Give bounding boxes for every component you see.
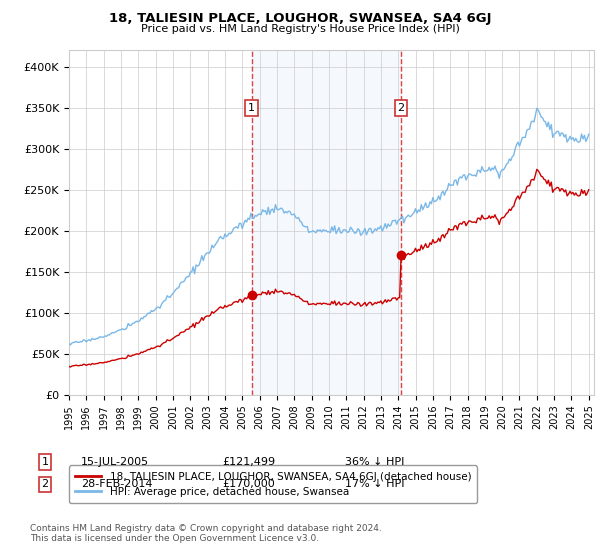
Text: £121,499: £121,499 (222, 457, 275, 467)
Text: Price paid vs. HM Land Registry's House Price Index (HPI): Price paid vs. HM Land Registry's House … (140, 24, 460, 34)
Text: 17% ↓ HPI: 17% ↓ HPI (345, 479, 404, 489)
Text: 36% ↓ HPI: 36% ↓ HPI (345, 457, 404, 467)
Text: £170,000: £170,000 (222, 479, 275, 489)
Text: 28-FEB-2014: 28-FEB-2014 (81, 479, 152, 489)
Bar (251, 50, 401, 395)
Text: Contains HM Land Registry data © Crown copyright and database right 2024.
This d: Contains HM Land Registry data © Crown c… (30, 524, 382, 543)
Text: 1: 1 (41, 457, 49, 467)
Text: 15-JUL-2005: 15-JUL-2005 (81, 457, 149, 467)
Text: 2: 2 (397, 103, 404, 113)
Legend: 18, TALIESIN PLACE, LOUGHOR, SWANSEA, SA4 6GJ (detached house), HPI: Average pri: 18, TALIESIN PLACE, LOUGHOR, SWANSEA, SA… (69, 465, 478, 503)
Text: 18, TALIESIN PLACE, LOUGHOR, SWANSEA, SA4 6GJ: 18, TALIESIN PLACE, LOUGHOR, SWANSEA, SA… (109, 12, 491, 25)
Text: 1: 1 (248, 103, 255, 113)
Text: 2: 2 (41, 479, 49, 489)
